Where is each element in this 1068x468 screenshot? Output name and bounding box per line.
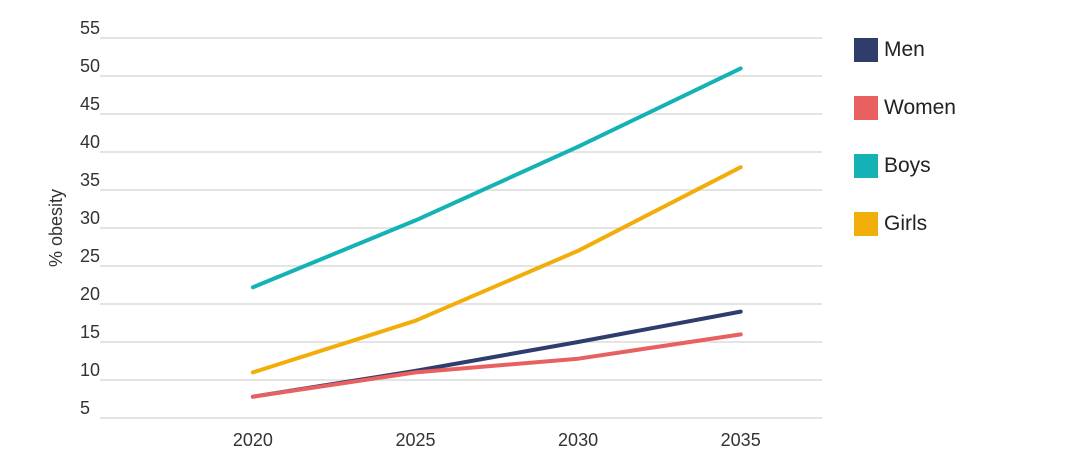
legend: Men Women Boys Girls bbox=[854, 36, 956, 268]
y-tick-label: 5 bbox=[80, 398, 90, 418]
y-tick-label: 10 bbox=[80, 360, 100, 380]
gridlines bbox=[100, 37, 822, 419]
legend-item-men: Men bbox=[854, 36, 956, 64]
y-tick-label: 25 bbox=[80, 246, 100, 266]
x-axis-ticks: 2020 2025 2030 2035 bbox=[233, 430, 761, 450]
legend-label-men: Men bbox=[884, 38, 925, 61]
series-line-women bbox=[250, 332, 743, 399]
x-tick-label: 2030 bbox=[558, 430, 598, 450]
y-tick-label: 55 bbox=[80, 18, 100, 38]
y-tick-label: 50 bbox=[80, 56, 100, 76]
y-tick-label: 35 bbox=[80, 170, 100, 190]
y-axis-label: % obesity bbox=[46, 189, 66, 267]
y-axis-ticks: 5 10 15 20 25 30 35 40 45 50 55 bbox=[80, 18, 100, 418]
x-tick-label: 2020 bbox=[233, 430, 273, 450]
series-line-girls bbox=[250, 165, 743, 375]
x-tick-label: 2025 bbox=[395, 430, 435, 450]
y-tick-label: 15 bbox=[80, 322, 100, 342]
legend-swatch-men bbox=[854, 38, 878, 62]
series-line-boys bbox=[250, 66, 743, 290]
y-tick-label: 40 bbox=[80, 132, 100, 152]
legend-swatch-boys bbox=[854, 154, 878, 178]
y-tick-label: 30 bbox=[80, 208, 100, 228]
x-tick-label: 2035 bbox=[721, 430, 761, 450]
legend-item-boys: Boys bbox=[854, 152, 956, 180]
legend-label-boys: Boys bbox=[884, 154, 931, 177]
legend-label-women: Women bbox=[884, 96, 956, 119]
y-tick-label: 45 bbox=[80, 94, 100, 114]
legend-item-girls: Girls bbox=[854, 210, 956, 238]
legend-item-women: Women bbox=[854, 94, 956, 122]
legend-label-girls: Girls bbox=[884, 212, 928, 235]
series-lines bbox=[250, 66, 743, 399]
y-tick-label: 20 bbox=[80, 284, 100, 304]
legend-swatch-women bbox=[854, 96, 878, 120]
legend-swatch-girls bbox=[854, 212, 878, 236]
